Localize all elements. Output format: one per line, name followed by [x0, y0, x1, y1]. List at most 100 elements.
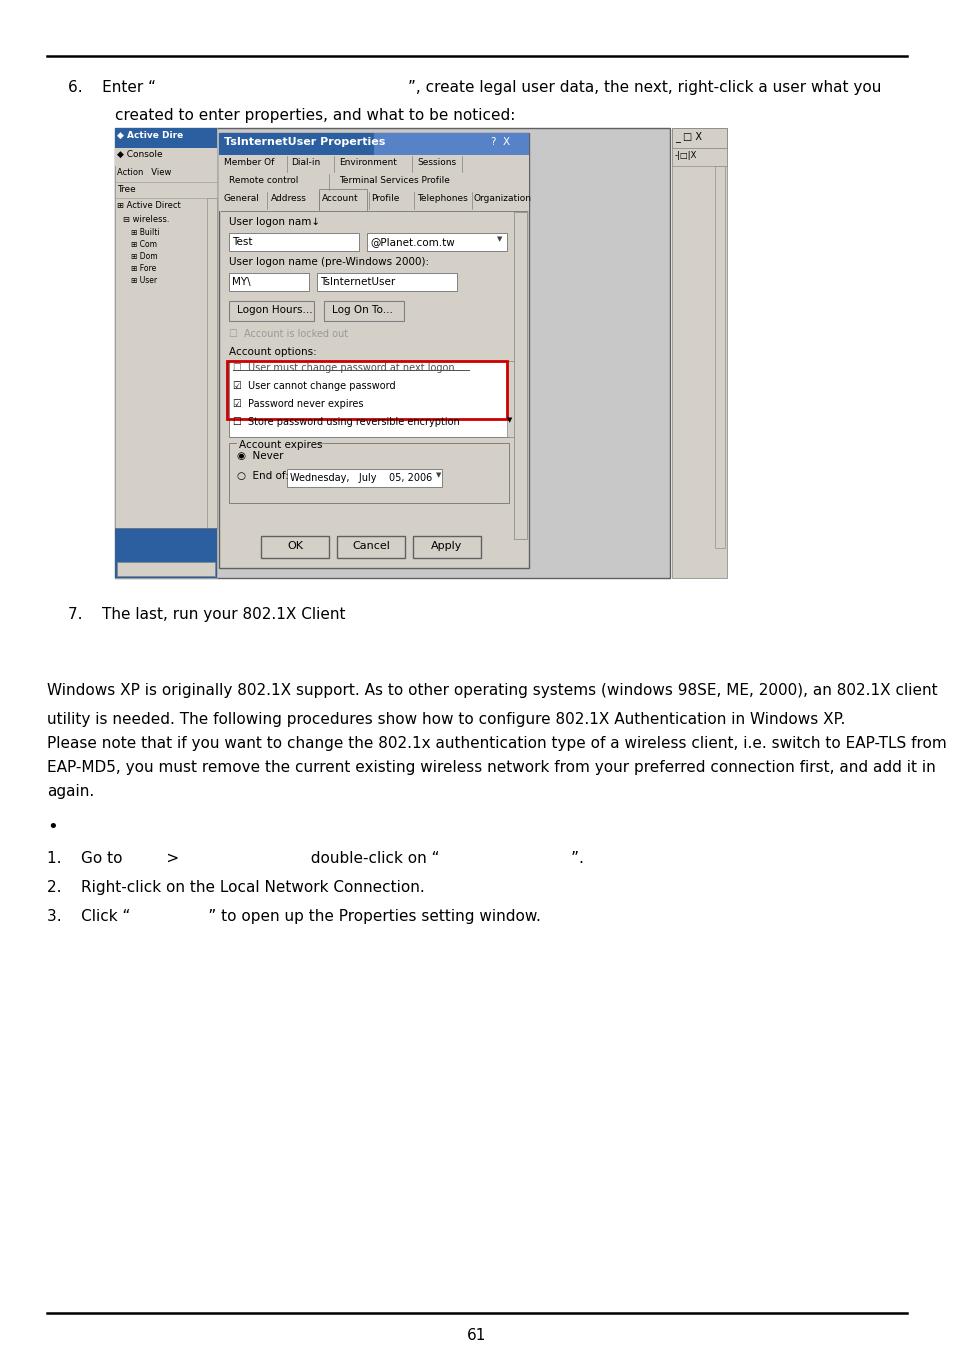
Text: MY\: MY\: [232, 277, 251, 288]
Bar: [219, 134, 529, 155]
Text: TsInternetUser Properties: TsInternetUser Properties: [224, 136, 385, 147]
Text: ⊞ Com: ⊞ Com: [131, 240, 157, 248]
Bar: [219, 155, 529, 173]
Bar: [115, 128, 216, 148]
Text: Account options:: Account options:: [229, 347, 316, 356]
Text: Terminal Services Profile: Terminal Services Profile: [338, 176, 450, 185]
Text: 3.    Click “                ” to open up the Properties setting window.: 3. Click “ ” to open up the Properties s…: [47, 909, 540, 923]
Bar: [506, 360, 518, 437]
Bar: [115, 528, 216, 578]
Bar: [336, 536, 405, 558]
Text: utility is needed. The following procedures show how to configure 802.1X Authent: utility is needed. The following procedu…: [47, 711, 844, 728]
Text: 61: 61: [467, 1328, 486, 1343]
Bar: [287, 468, 441, 487]
Text: ?  X: ? X: [491, 136, 510, 147]
Text: Log On To...: Log On To...: [332, 305, 393, 315]
Text: ◉  Never: ◉ Never: [236, 451, 283, 460]
Text: Account: Account: [322, 194, 358, 202]
Bar: [207, 198, 216, 528]
Text: Apply: Apply: [431, 541, 462, 551]
Text: User logon name (pre-Windows 2000):: User logon name (pre-Windows 2000):: [229, 256, 429, 267]
Bar: [671, 148, 726, 166]
Bar: [316, 273, 456, 292]
Bar: [117, 562, 214, 576]
Text: Member Of: Member Of: [224, 158, 274, 167]
Text: Environment: Environment: [338, 158, 396, 167]
Text: Remote control: Remote control: [229, 176, 298, 185]
Text: User logon nam↓: User logon nam↓: [229, 217, 320, 227]
Text: 2.    Right-click on the Local Network Connection.: 2. Right-click on the Local Network Conn…: [47, 880, 424, 895]
Bar: [229, 234, 358, 251]
Text: Wednesday,   July    05, 2006: Wednesday, July 05, 2006: [290, 472, 432, 483]
Text: ☑  User cannot change password: ☑ User cannot change password: [233, 381, 395, 392]
Text: Account expires: Account expires: [239, 440, 322, 450]
Text: •: •: [47, 818, 58, 836]
Text: ▼: ▼: [506, 417, 512, 423]
Text: EAP-MD5, you must remove the current existing wireless network from your preferr: EAP-MD5, you must remove the current exi…: [47, 760, 935, 775]
Text: -|□|X: -|□|X: [675, 151, 697, 161]
Text: ⊞ Dom: ⊞ Dom: [131, 252, 157, 261]
Text: Dial-in: Dial-in: [291, 158, 320, 167]
Text: ◆ Active Dire: ◆ Active Dire: [117, 131, 183, 140]
Text: Organization: Organization: [474, 194, 532, 202]
Bar: [261, 536, 329, 558]
Text: Windows XP is originally 802.1X support. As to other operating systems (windows : Windows XP is originally 802.1X support.…: [47, 683, 937, 698]
Text: ☑  Password never expires: ☑ Password never expires: [233, 400, 363, 409]
Text: TsInternetUser: TsInternetUser: [319, 277, 395, 288]
Text: Please note that if you want to change the 802.1x authentication type of a wirel: Please note that if you want to change t…: [47, 736, 945, 751]
Text: Profile: Profile: [371, 194, 399, 202]
Bar: [115, 128, 669, 578]
Bar: [115, 128, 216, 578]
Bar: [514, 212, 526, 539]
Text: Test: Test: [232, 238, 253, 247]
Text: Telephones: Telephones: [416, 194, 467, 202]
Bar: [219, 134, 529, 568]
Text: 1.    Go to         >                           double-click on “               : 1. Go to > double-click on “: [47, 850, 583, 865]
Bar: [714, 166, 724, 548]
Text: Sessions: Sessions: [416, 158, 456, 167]
Bar: [236, 437, 316, 448]
Text: ☐  Store password using reversible encryption: ☐ Store password using reversible encryp…: [233, 417, 459, 427]
Bar: [374, 134, 529, 155]
Text: ☐  Account is locked out: ☐ Account is locked out: [229, 329, 348, 339]
Text: ▼: ▼: [436, 472, 441, 478]
Text: OK: OK: [287, 541, 303, 551]
Bar: [221, 211, 526, 566]
Bar: [219, 173, 529, 190]
Text: created to enter properties, and what to be noticed:: created to enter properties, and what to…: [115, 108, 515, 123]
Bar: [219, 190, 529, 211]
Bar: [367, 234, 506, 251]
Text: General: General: [224, 194, 259, 202]
Text: ☐  User must change password at next logon: ☐ User must change password at next logo…: [233, 363, 455, 373]
Text: _ □ X: _ □ X: [675, 131, 701, 142]
Text: Tree: Tree: [117, 185, 135, 194]
Text: ○  End of:: ○ End of:: [236, 471, 289, 481]
Text: 7.    The last, run your 802.1X Client: 7. The last, run your 802.1X Client: [68, 608, 345, 622]
Bar: [229, 443, 509, 504]
Bar: [229, 360, 509, 437]
Text: ⊞ User: ⊞ User: [131, 275, 157, 285]
Bar: [318, 189, 367, 211]
Text: ”, create legal user data, the next, right-click a user what you: ”, create legal user data, the next, rig…: [408, 80, 881, 94]
Text: ⊞ Active Direct: ⊞ Active Direct: [117, 201, 180, 211]
Bar: [229, 273, 309, 292]
Text: ⊞ Builti: ⊞ Builti: [131, 228, 159, 238]
Text: Address: Address: [271, 194, 307, 202]
Bar: [671, 128, 726, 578]
Text: ◆ Console: ◆ Console: [117, 150, 162, 159]
Text: ⊞ Fore: ⊞ Fore: [131, 265, 156, 273]
Text: again.: again.: [47, 784, 94, 799]
Bar: [413, 536, 480, 558]
Bar: [115, 148, 216, 166]
Text: Logon Hours...: Logon Hours...: [236, 305, 313, 315]
Text: 6.    Enter “: 6. Enter “: [68, 80, 156, 94]
Text: @Planet.com.tw: @Planet.com.tw: [370, 238, 455, 247]
Bar: [229, 301, 314, 321]
Text: Action   View: Action View: [117, 167, 172, 177]
Bar: [324, 301, 403, 321]
Bar: [671, 128, 726, 148]
Bar: [227, 360, 506, 418]
Text: Cancel: Cancel: [352, 541, 390, 551]
Text: ▼: ▼: [497, 236, 502, 242]
Text: ⊟ wireless.: ⊟ wireless.: [123, 215, 170, 224]
